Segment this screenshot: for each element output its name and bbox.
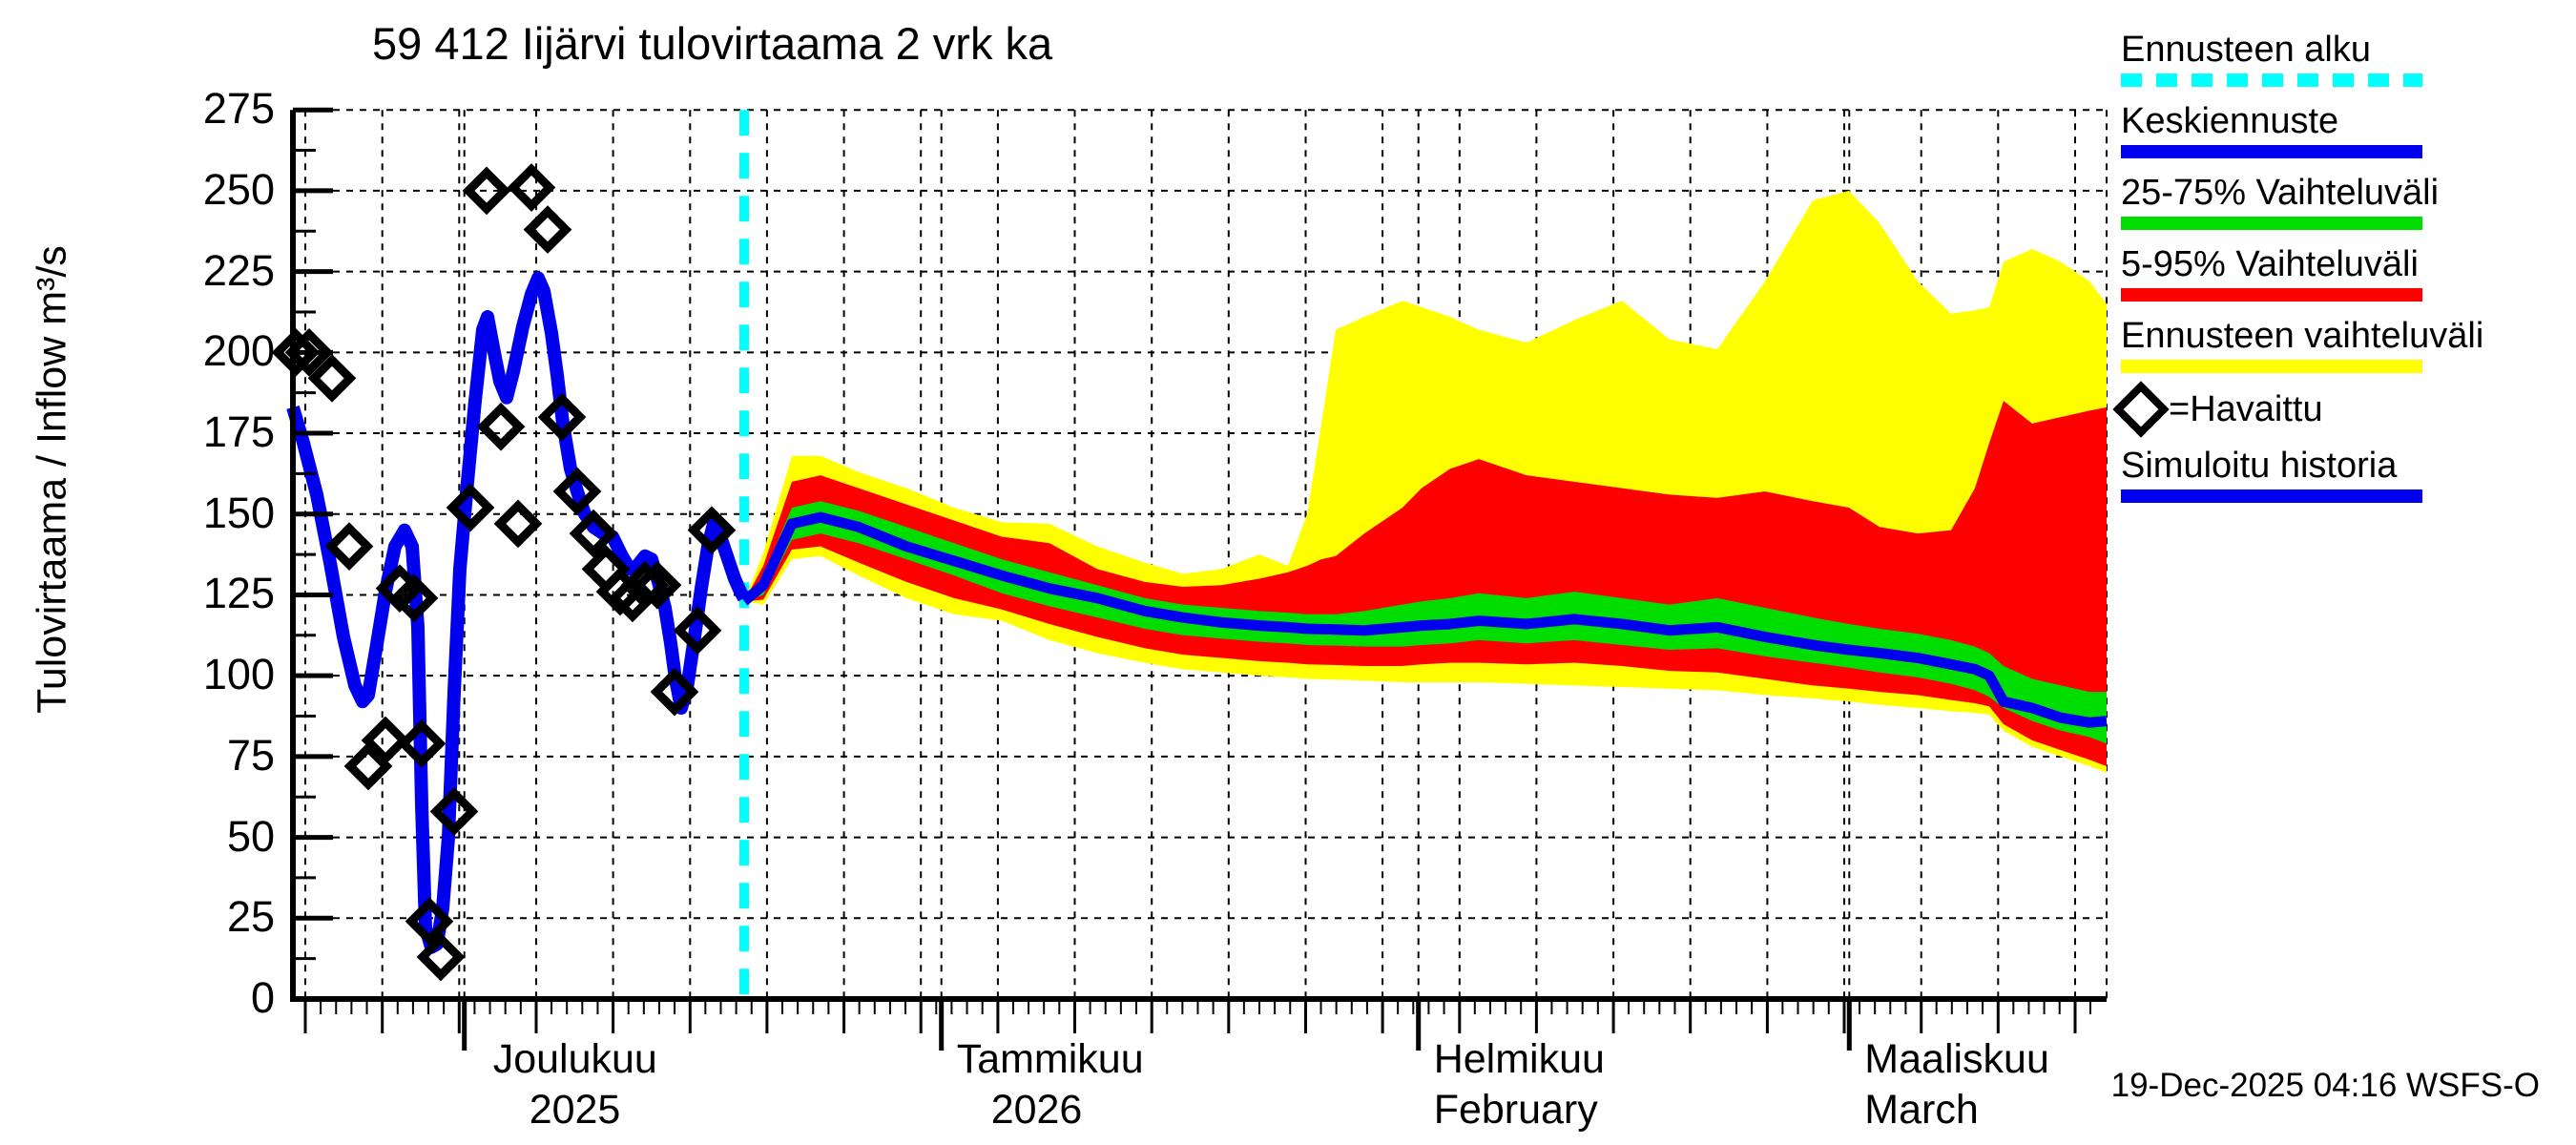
observed-diamond: [405, 897, 454, 947]
legend-line-sample: [2121, 288, 2422, 302]
observed-diamond: [429, 787, 479, 836]
y-tick-label: 75: [226, 730, 275, 780]
legend-line-sample: [2121, 489, 2422, 503]
band-5-95: [744, 401, 2107, 767]
median-forecast-line: [740, 511, 2108, 728]
observed-diamond: [507, 163, 556, 212]
legend-label: 5-95% Vaihteluväli: [2121, 244, 2419, 284]
observed-diamond: [462, 166, 511, 216]
observed-diamond: [389, 573, 439, 623]
observed-diamond: [284, 327, 334, 377]
observed-diamond: [523, 205, 572, 254]
observed-diamond: [271, 327, 321, 377]
y-axis-label: Tulovirtaama / Inflow m³/s: [29, 245, 75, 714]
legend-line-sample: [2121, 360, 2422, 373]
observed-diamond: [307, 354, 357, 403]
diamond-icon: [2112, 380, 2170, 438]
observed-diamond: [673, 606, 722, 656]
observed-diamond: [552, 467, 602, 516]
legend-label: 25-75% Vaihteluväli: [2121, 173, 2440, 213]
timestamp: 19-Dec-2025 04:16 WSFS-O: [2110, 1067, 2540, 1104]
y-tick-label: 150: [202, 488, 275, 537]
legend-label: Simuloitu historia: [2121, 446, 2398, 486]
legend-observed-row: =Havaittu: [2112, 380, 2541, 438]
observed-diamond: [620, 560, 670, 610]
legend-label: =Havaittu: [2169, 388, 2323, 429]
y-tick-label: 175: [202, 407, 275, 457]
month-label: Maaliskuu March: [1864, 1036, 2049, 1134]
observed-diamond: [343, 741, 393, 791]
legend-entry: 5-95% Vaihteluväli: [2121, 243, 2541, 302]
legend-entry: 25-75% Vaihteluväli: [2121, 172, 2541, 230]
y-tick-label: 250: [202, 164, 275, 214]
observed-diamond: [361, 716, 410, 765]
y-tick-label: 100: [202, 650, 275, 699]
month-name: Tammikuu: [956, 1036, 1144, 1082]
legend-line-sample: [2121, 217, 2422, 230]
y-tick-label: 25: [226, 892, 275, 942]
month-name: Maaliskuu: [1864, 1036, 2049, 1082]
observed-diamond: [569, 509, 618, 558]
month-name: Joulukuu: [492, 1036, 657, 1082]
legend-line-sample: [2121, 145, 2422, 158]
y-tick-label: 125: [202, 569, 275, 618]
legend-entry: Simuloitu historia: [2121, 445, 2541, 503]
legend-entry: =Havaittu: [2112, 380, 2541, 438]
y-tick-label: 200: [202, 326, 275, 376]
observed-diamond: [650, 667, 699, 717]
y-tick-label: 0: [250, 973, 275, 1022]
observed-diamond: [687, 506, 737, 555]
month-subline: 2026: [990, 1087, 1083, 1133]
legend-entry: Ennusteen vaihteluväli: [2121, 315, 2541, 373]
month-subline: 2025: [529, 1087, 621, 1133]
observed-diamond: [633, 560, 682, 610]
simulated-history-line: [286, 271, 751, 954]
observed-diamond: [324, 522, 374, 571]
observed-diamond: [397, 718, 447, 768]
y-tick-label: 50: [226, 811, 275, 861]
legend-label: Ennusteen vaihteluväli: [2121, 316, 2484, 356]
observed-diamond: [537, 392, 587, 442]
month-label: Helmikuu February: [1434, 1036, 1605, 1134]
legend: Ennusteen alku Keskiennuste 25-75% Vaihtel…: [2112, 29, 2541, 516]
legend-entry: Keskiennuste: [2121, 100, 2541, 158]
legend-label: Ennusteen alku: [2121, 30, 2371, 70]
observed-diamond: [476, 402, 526, 451]
observed-diamond: [416, 932, 466, 982]
legend-line-sample: [2121, 73, 2422, 87]
legend-entry: Ennusteen alku: [2121, 29, 2541, 87]
observed-diamond: [446, 483, 495, 532]
chart-title: 59 412 Iijärvi tulovirtaama 2 vrk ka: [372, 18, 1053, 69]
legend-label: Keskiennuste: [2121, 101, 2339, 141]
month-label: Joulukuu 2025: [493, 1036, 657, 1134]
month-subline: February: [1433, 1087, 1598, 1133]
month-label: Tammikuu 2026: [957, 1036, 1144, 1134]
month-subline: March: [1864, 1087, 1979, 1133]
month-name: Helmikuu: [1433, 1036, 1605, 1082]
observed-diamond: [493, 499, 543, 549]
y-tick-label: 275: [202, 84, 275, 134]
y-tick-label: 225: [202, 245, 275, 295]
